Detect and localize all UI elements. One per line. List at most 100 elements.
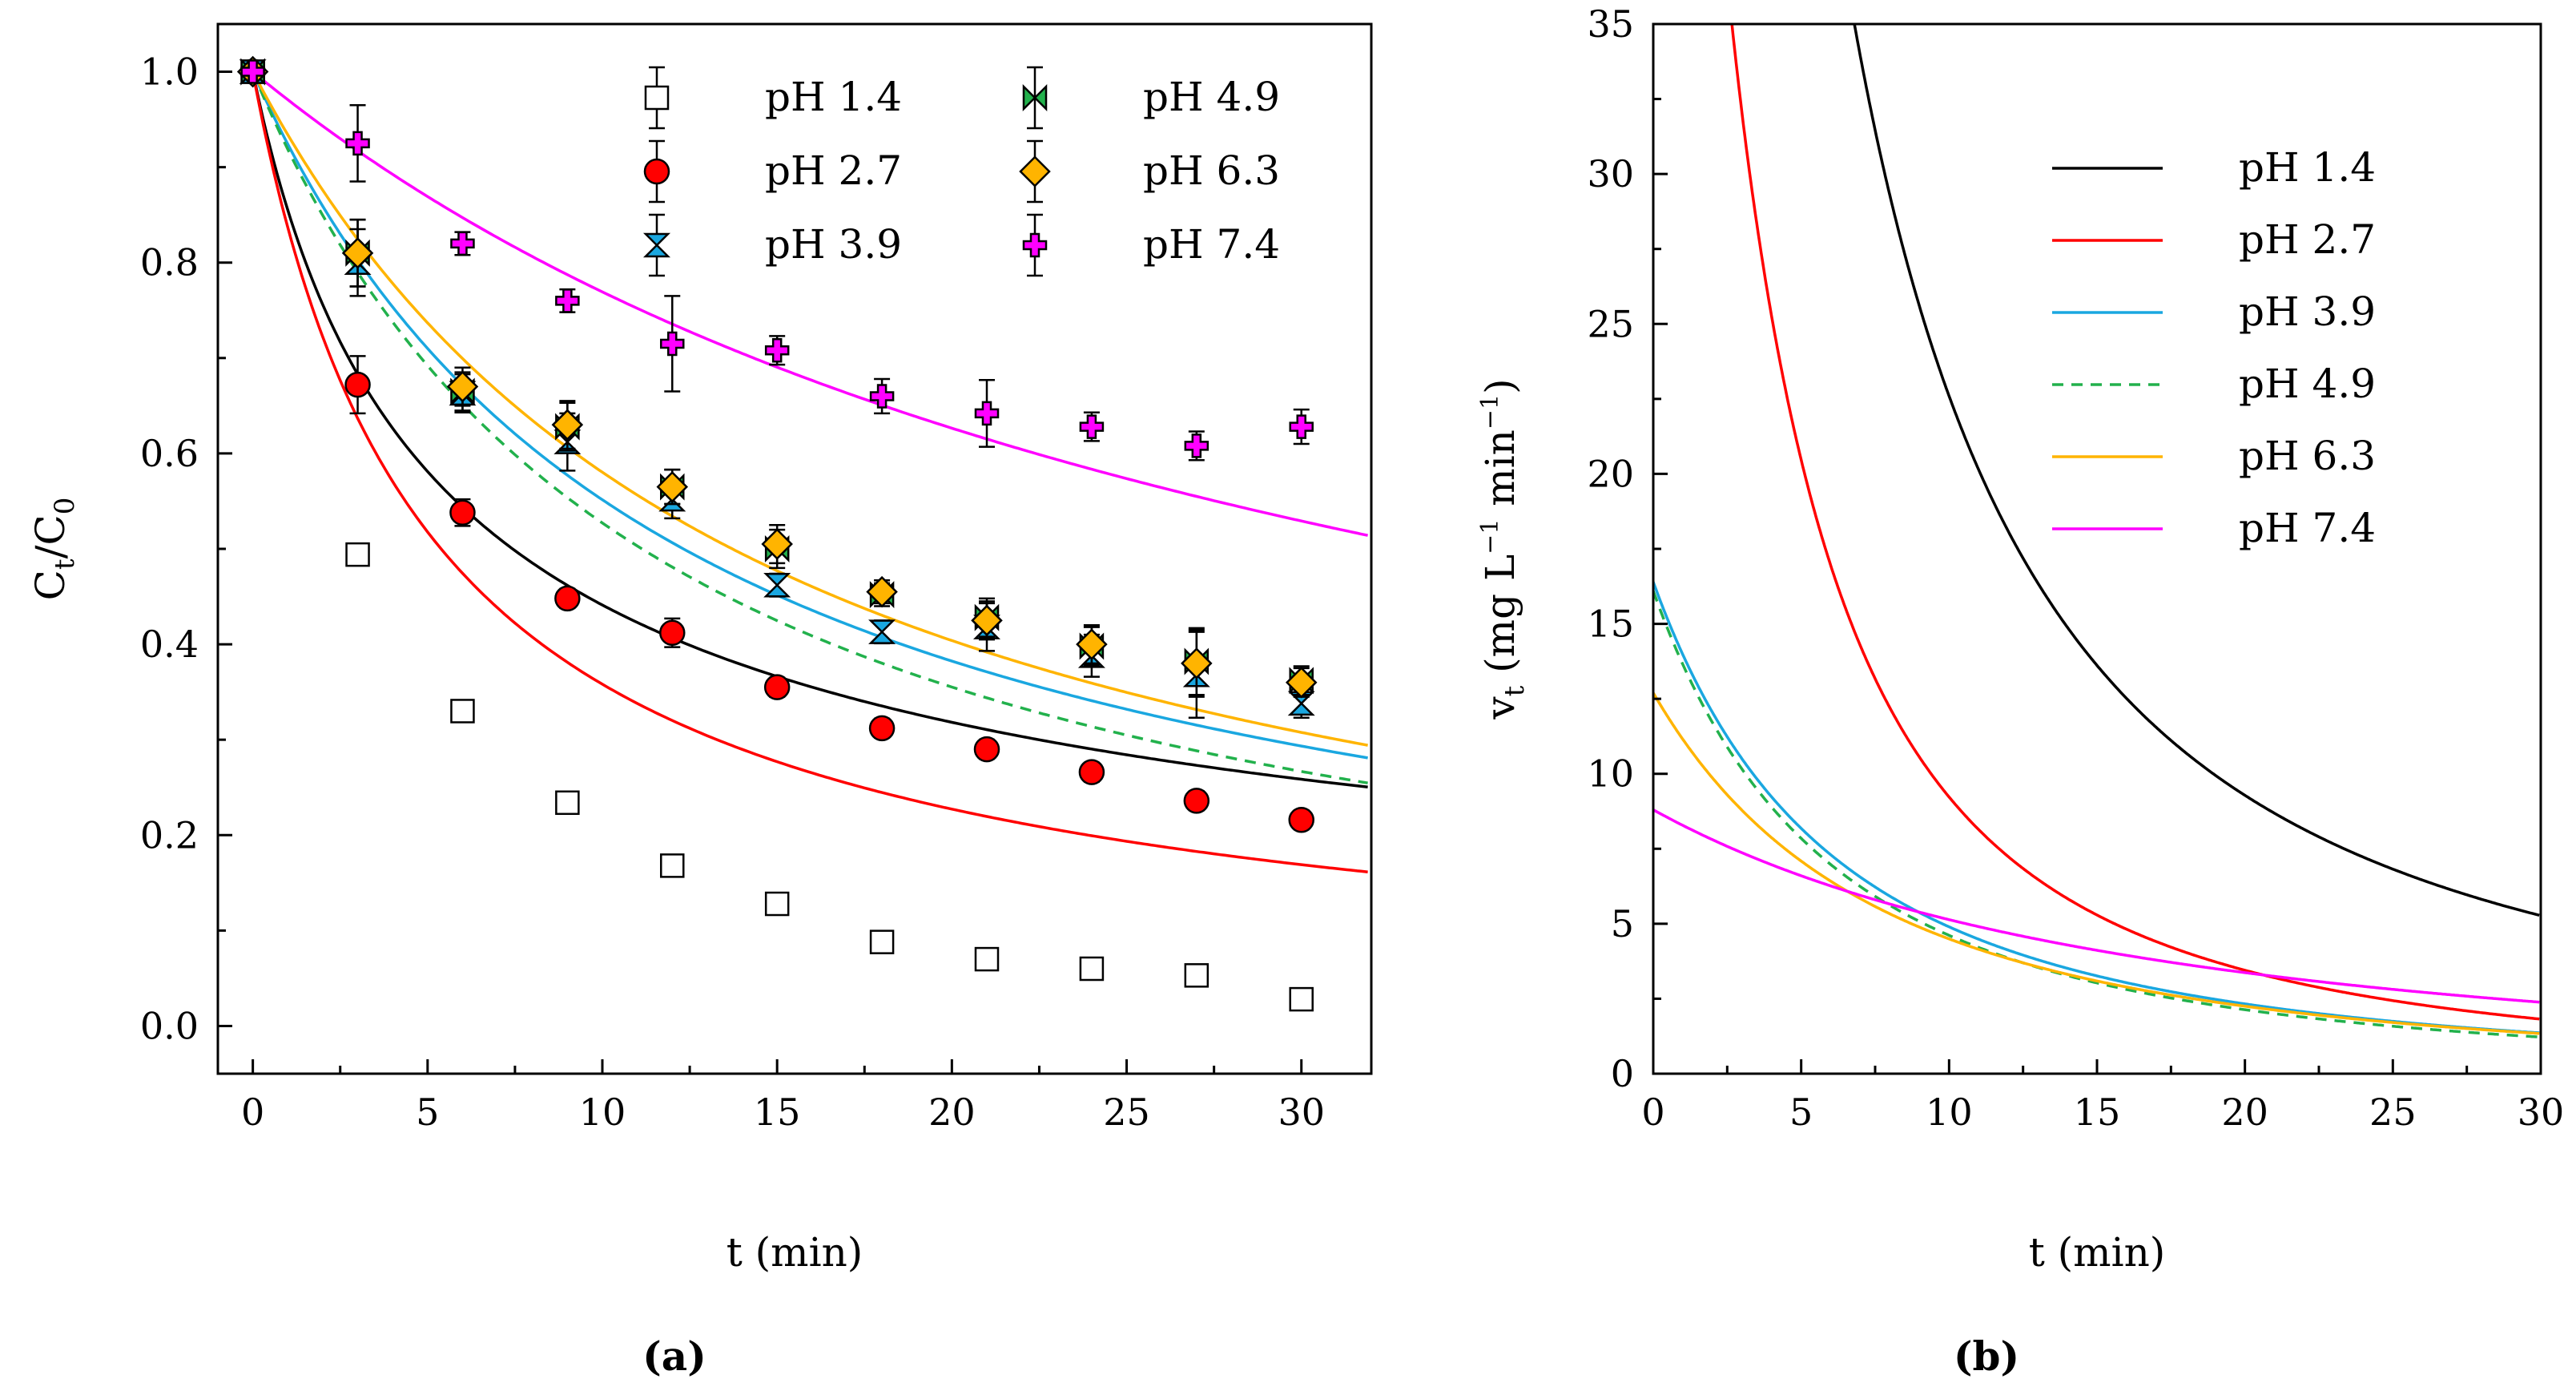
data-point-ph-1-4	[345, 542, 370, 567]
y-tick-label-0.6: 0.6	[140, 432, 199, 475]
panel-b-ylabel-rest: (mg L	[1477, 554, 1523, 686]
rate-curve-ph-2-7	[1730, 24, 2540, 1021]
legend-label: pH 4.9	[1143, 74, 1280, 120]
y-tick-label-10: 10	[1587, 752, 1634, 796]
legend-entry-ph-3-9: pH 3.9	[642, 213, 902, 277]
panel-b-ylabel-rest2: min	[1477, 429, 1523, 519]
legend-entry-ph-4-9: pH 4.9	[1022, 66, 1280, 130]
data-point-ph-2-7	[554, 585, 581, 612]
data-point-ph-6-3	[341, 237, 374, 269]
x-tick-label-10: 10	[1926, 1091, 1973, 1134]
rate-curve-ph-7-4	[1653, 808, 2540, 1004]
legend-label: pH 4.9	[2239, 361, 2376, 407]
x-tick-label-0: 0	[1641, 1091, 1664, 1134]
panel-b-label: (b)	[1954, 1332, 2019, 1380]
series-ph-6-3-points	[236, 55, 1318, 699]
panel-b-x-axis-label: t (min)	[2029, 1229, 2166, 1276]
legend-label: pH 2.7	[2239, 216, 2376, 263]
data-point-ph-7-4	[764, 338, 790, 363]
data-point-ph-1-4	[660, 853, 685, 878]
data-point-ph-7-4	[869, 384, 895, 409]
x-tick-label-20: 20	[2221, 1091, 2268, 1134]
panel-b-ylabel-end: )	[1477, 378, 1523, 394]
legend-entry-ph-2-7: pH 2.7	[2052, 216, 2376, 263]
legend-label: pH 2.7	[765, 147, 902, 194]
panel-b-ylabel-sup2: −1	[1476, 394, 1504, 429]
panel-a-ylabel-main: C	[27, 570, 74, 600]
y-tick-label-0: 0	[1611, 1052, 1634, 1095]
data-point-ph-2-7	[344, 371, 371, 398]
panel-b-ylabel-sup1: −1	[1476, 519, 1504, 554]
legend-marker	[1022, 83, 1048, 112]
legend-marker	[1019, 155, 1051, 187]
legend-entry-ph-4-9: pH 4.9	[2052, 361, 2376, 407]
data-point-ph-7-4	[974, 401, 1000, 426]
panel-a-chart: 0 5 10 15 20 25 30 0.00.20.40.60.81.0 t (min) …	[27, 22, 1373, 1380]
y-tick-label-35: 35	[1587, 2, 1634, 46]
panel-a-legend: pH 1.4 pH 2.7 pH 3.9 pH 4.9 pH 6.3 pH 7.4	[642, 66, 1280, 277]
data-point-ph-2-7	[659, 619, 686, 647]
data-point-ph-2-7	[868, 715, 896, 742]
legend-label: pH 6.3	[2239, 433, 2376, 479]
data-point-ph-7-4	[660, 331, 685, 357]
data-point-ph-7-4	[555, 288, 580, 313]
data-point-ph-1-4	[1184, 963, 1210, 988]
panel-b-rate-curves	[1653, 24, 2540, 1038]
panel-a-ylabel-sub1: t	[49, 558, 81, 570]
data-point-ph-2-7	[973, 736, 1000, 763]
series-ph-7-4-points	[240, 59, 1314, 462]
fit-curve-ph-2-7	[251, 71, 1368, 873]
data-point-ph-6-3	[971, 604, 1003, 637]
fit-curve-ph-3-9	[252, 71, 1368, 760]
data-point-ph-3-9	[868, 619, 896, 644]
data-point-ph-1-4	[1289, 986, 1314, 1012]
legend-marker	[642, 232, 671, 258]
panel-a-data-points	[236, 55, 1318, 1012]
data-point-ph-6-3	[656, 470, 689, 503]
data-point-ph-1-4	[450, 699, 475, 724]
x-tick-label-25: 25	[2369, 1091, 2417, 1134]
panel-a-y-ticks: 0.0 0.2 0.4 0.6 0.8 1.0	[140, 50, 232, 1047]
x-tick-label-30: 30	[2518, 1091, 2565, 1134]
y-tick-label-25: 25	[1587, 302, 1634, 345]
y-tick-label-5: 5	[1611, 902, 1634, 945]
legend-entry-ph-6-3: pH 6.3	[2052, 433, 2376, 479]
y-tick-label-1: 1.0	[140, 50, 199, 94]
data-point-ph-2-7	[449, 499, 476, 526]
data-point-ph-1-4	[1079, 956, 1105, 982]
legend-marker	[643, 158, 670, 185]
data-point-ph-7-4	[1079, 414, 1105, 439]
data-point-ph-1-4	[764, 891, 790, 917]
data-point-ph-6-3	[551, 409, 584, 441]
panel-b-y-ticks: 0 5 10 15 20 25 30 35	[1587, 2, 1668, 1095]
legend-entry-ph-6-3: pH 6.3	[1019, 139, 1280, 204]
legend-entry-ph-1-4: pH 1.4	[644, 66, 902, 130]
x-tick-label-20: 20	[928, 1091, 976, 1134]
fit-curve-ph-4-9	[251, 71, 1368, 784]
data-point-ph-2-7	[1078, 759, 1105, 785]
panel-b-ylabel-sub1: t	[1499, 685, 1531, 696]
data-point-ph-6-3	[1076, 628, 1108, 660]
panel-a-x-ticks: 0 5 10 15 20 25 30	[241, 1059, 1325, 1134]
panel-b-ylabel-main: v	[1477, 696, 1523, 720]
legend-label: pH 1.4	[2239, 144, 2376, 191]
legend-entry-ph-1-4: pH 1.4	[2052, 144, 2376, 191]
data-point-ph-6-3	[1285, 666, 1318, 699]
data-point-ph-1-4	[869, 929, 895, 954]
legend-label: pH 3.9	[2239, 288, 2376, 335]
panel-b-chart: 0 5 10 15 20 25 30 0 5 10 15 20 25 30 35 t (min) vt (…	[1476, 2, 2565, 1380]
legend-label: pH 1.4	[765, 74, 902, 120]
panel-b-legend: pH 1.4 pH 2.7 pH 3.9 pH 4.9 pH 6.3 pH 7.4	[2052, 144, 2376, 551]
rate-curve-ph-6-3	[1653, 691, 2540, 1035]
fit-curve-ph-6-3	[252, 71, 1368, 747]
series-ph-2-7-points	[239, 58, 1314, 833]
rate-curve-ph-4-9	[1653, 590, 2540, 1038]
data-point-ph-1-4	[974, 946, 1000, 972]
x-tick-label-15: 15	[2074, 1091, 2121, 1134]
data-point-ph-7-4	[345, 131, 370, 156]
data-point-ph-2-7	[763, 674, 791, 700]
panel-a-fit-curves	[251, 71, 1368, 873]
data-point-ph-3-9	[763, 573, 791, 598]
rate-curve-ph-3-9	[1653, 581, 2540, 1034]
rate-curve-ph-1-4	[1853, 24, 2540, 917]
